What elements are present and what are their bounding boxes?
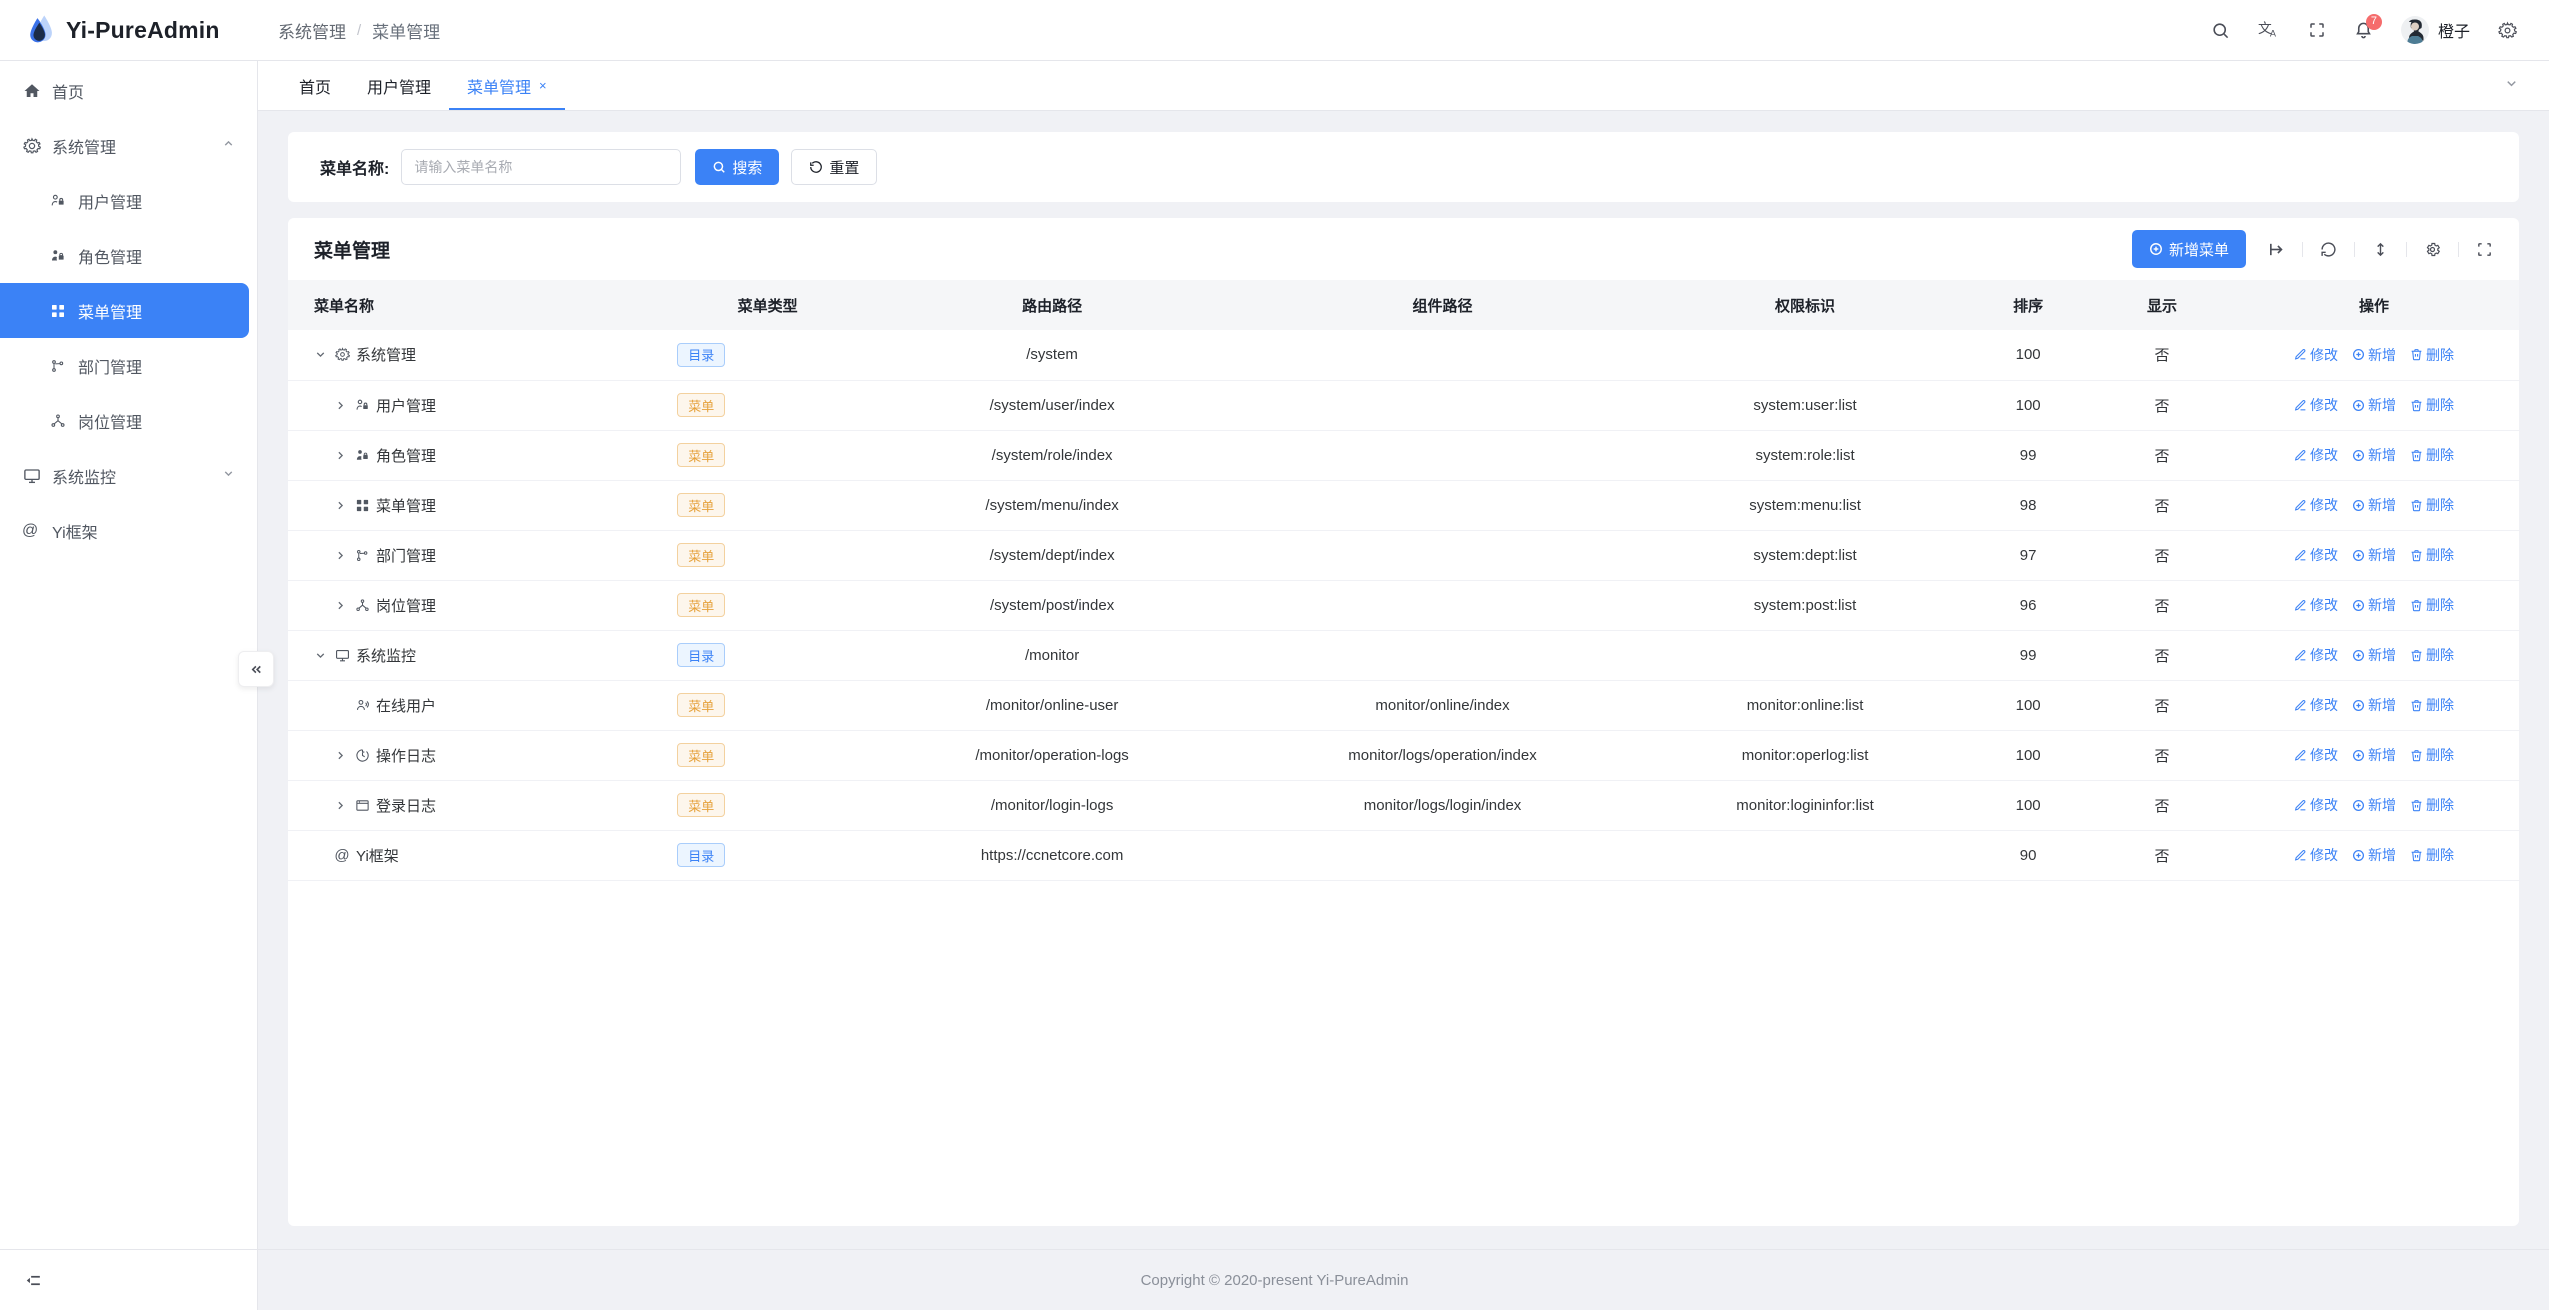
svg-text:A: A [2270,28,2277,38]
